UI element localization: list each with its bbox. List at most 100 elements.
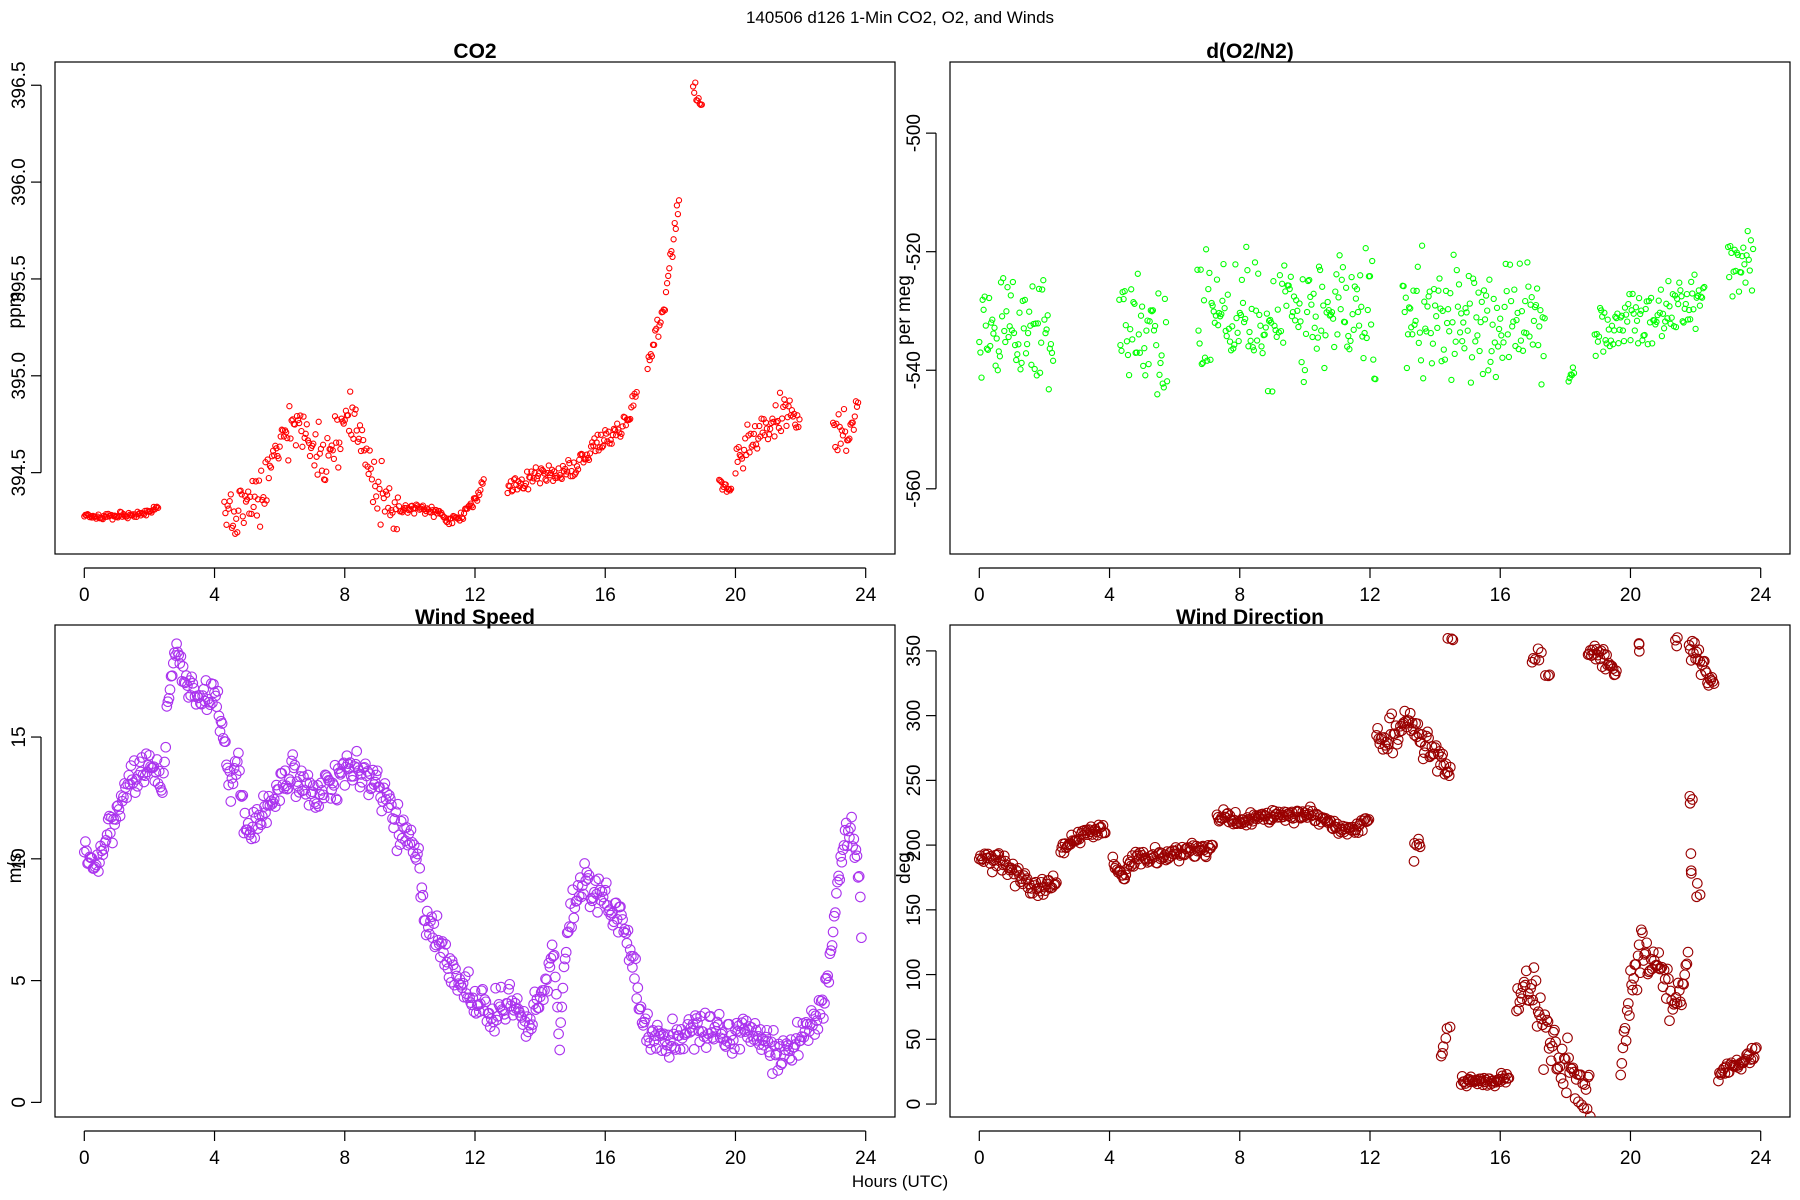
data-point [351, 745, 363, 757]
data-point [1420, 375, 1427, 382]
data-point [236, 791, 248, 802]
data-point [1353, 286, 1361, 293]
data-point [225, 796, 237, 807]
data-point [1697, 293, 1705, 300]
data-point [1163, 378, 1171, 385]
data-point [1600, 348, 1607, 355]
data-point [173, 649, 185, 661]
data-point [1660, 325, 1668, 332]
data-point [1034, 320, 1042, 327]
data-point [287, 435, 294, 442]
data-point [1535, 341, 1542, 349]
data-point [1387, 747, 1399, 759]
data-point [1146, 318, 1153, 325]
data-point [177, 661, 189, 672]
data-point [1362, 815, 1374, 827]
data-point [1116, 296, 1123, 303]
data-point [1382, 743, 1393, 755]
data-point [1592, 352, 1599, 360]
data-point [1633, 638, 1645, 649]
data-point [284, 434, 291, 442]
data-point [1664, 315, 1671, 322]
data-point [709, 1021, 721, 1033]
data-point [1001, 327, 1008, 335]
data-point [727, 1034, 739, 1046]
data-point [570, 459, 577, 466]
data-point [1529, 654, 1541, 665]
y-tick-label: 50 [904, 1029, 925, 1050]
data-point [1526, 333, 1533, 340]
data-point [1206, 269, 1213, 277]
data-point [624, 944, 636, 955]
data-point [688, 1044, 700, 1055]
data-point [834, 446, 841, 454]
data-point [1391, 738, 1403, 750]
data-point [388, 822, 399, 834]
data-point [394, 494, 402, 501]
data-point [628, 951, 639, 962]
data-point [258, 467, 265, 474]
data-point [276, 768, 288, 779]
data-point [1739, 253, 1746, 260]
data-point [1691, 878, 1703, 889]
data-point [1576, 1099, 1587, 1111]
data-point [1049, 357, 1057, 364]
data-point [389, 509, 396, 516]
data-point [1437, 748, 1449, 760]
data-point [1539, 1009, 1551, 1021]
data-point [1435, 759, 1446, 771]
data-point [164, 684, 176, 695]
data-point [1622, 311, 1630, 318]
data-point [260, 494, 267, 501]
data-point [1439, 307, 1446, 315]
data-point [1522, 297, 1529, 305]
data-point [1137, 312, 1145, 319]
data-point [1099, 827, 1111, 839]
data-point [1478, 298, 1485, 306]
data-point [393, 526, 401, 533]
data-point [1218, 310, 1225, 318]
data-point [804, 1018, 816, 1030]
data-point [566, 460, 573, 467]
data-point [1570, 369, 1578, 377]
data-point [667, 1013, 678, 1025]
data-point [1533, 654, 1545, 666]
data-point [466, 999, 478, 1011]
data-point [222, 509, 229, 517]
data-point [508, 488, 516, 495]
data-point [1118, 347, 1125, 354]
y-tick-label: 15 [9, 726, 30, 747]
data-point [1537, 307, 1544, 314]
data-point [1367, 321, 1375, 328]
data-point [840, 405, 848, 413]
data-point [556, 1001, 568, 1013]
data-point [1672, 632, 1683, 643]
data-point [738, 455, 746, 462]
data-point [360, 758, 371, 770]
data-point [529, 478, 536, 485]
data-point [616, 909, 627, 921]
data-point [357, 447, 365, 455]
data-point [1031, 365, 1038, 373]
data-point [1727, 242, 1734, 250]
data-point [776, 1057, 788, 1069]
data-point [768, 1025, 779, 1036]
data-point [1601, 309, 1608, 316]
data-point [1156, 371, 1163, 378]
y-tick-label: -560 [904, 470, 925, 508]
data-point [1550, 1036, 1561, 1048]
data-point [1670, 634, 1681, 646]
data-point [325, 793, 337, 804]
data-point [1525, 983, 1536, 994]
data-point [1238, 276, 1246, 284]
data-point [700, 1042, 712, 1053]
data-point [121, 792, 132, 804]
data-point [1545, 1055, 1557, 1067]
data-point [1127, 326, 1134, 333]
data-point [314, 471, 321, 478]
data-point [1696, 302, 1704, 309]
data-point [1003, 308, 1010, 315]
data-point [853, 403, 861, 410]
data-point [1405, 304, 1413, 311]
data-point [555, 1017, 567, 1028]
